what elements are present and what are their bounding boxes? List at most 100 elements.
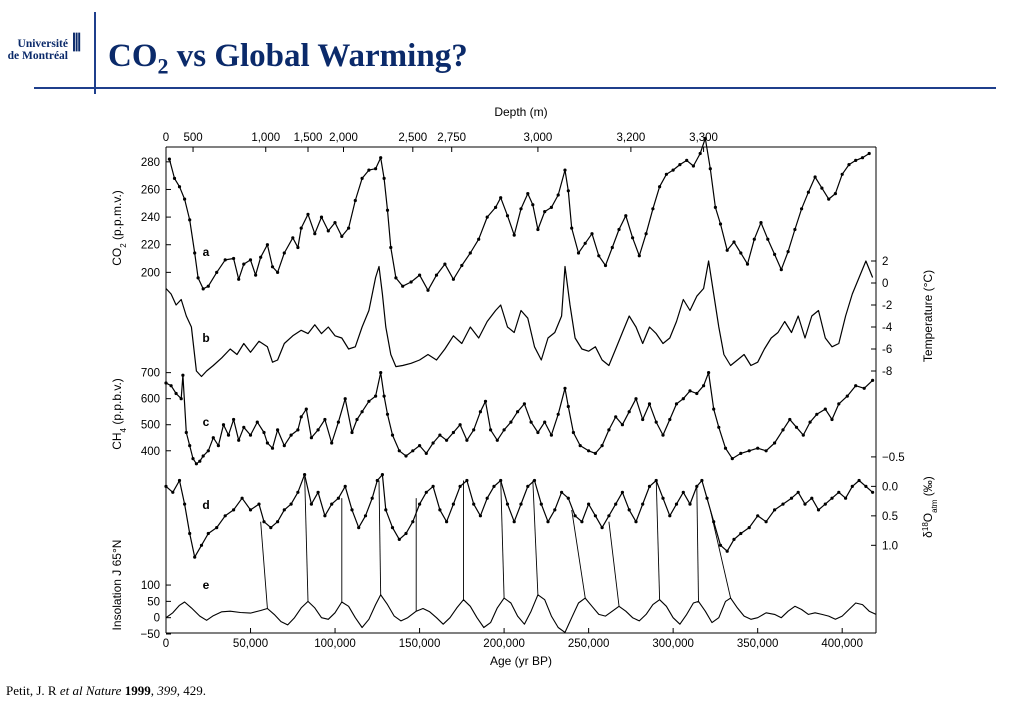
ch4-point-112 [854,384,858,388]
ch4-point-40 [374,394,378,398]
co2-point-55 [519,207,523,211]
ch4-point-15 [226,433,231,437]
d18O-point-35 [397,537,401,542]
co2-point-77 [658,185,662,189]
d18O-point-91 [781,502,785,506]
correlation-link-1 [304,474,309,602]
co2-point-47 [460,263,464,268]
d18O-axis-title-base: δ [921,531,935,538]
ch4-point-38 [360,410,364,414]
co2-point-2 [177,185,182,189]
d18O-point-23 [323,514,327,518]
ch4-point-33 [330,441,334,445]
co2-point-51 [494,205,498,209]
d18O-point-84 [725,549,729,553]
ch4-axis-title-rest: (p.p.b.v.) [110,378,124,428]
ch4-point-75 [593,451,598,455]
ch4-point-21 [262,430,266,435]
d18O-point-66 [607,514,611,518]
ch4-point-93 [712,407,716,411]
temperature-tick-label-3: -4 [882,322,893,334]
depth-tick-label-0: 0 [163,132,169,144]
d18O-point-80 [700,478,704,483]
ch4-point-18 [242,425,246,429]
co2-point-0 [167,157,171,161]
co2-point-4 [188,218,192,222]
ch4-point-22 [265,441,269,445]
ch4-point-70 [563,386,567,390]
ch4-panel-letter: c [203,415,210,429]
citation-authors: Petit, J. R [6,683,60,698]
co2-point-21 [291,236,295,240]
age-tick-label-4: 200,000 [483,638,525,650]
co2-point-14 [248,258,253,262]
age-axis-title: Age (yr BP) [490,654,552,668]
d18O-point-15 [269,526,273,530]
d18O-point-62 [580,520,584,524]
co2-point-49 [477,237,481,241]
ch4-tick-label-1: 500 [141,420,160,432]
ch4-point-82 [641,417,645,422]
citation: Petit, J. R et al Nature 1999, 399, 429. [6,683,206,698]
correlation-link-11 [696,486,699,602]
header-horizontal-rule [34,87,996,89]
ch4-point-66 [536,430,540,435]
d18O-point-45 [465,478,469,483]
d18O-point-85 [732,537,736,542]
co2-point-104 [833,192,838,196]
d18O-point-38 [418,502,422,506]
co2-point-94 [766,237,770,241]
co2-point-102 [820,186,824,190]
ch4-tick-label-2: 600 [141,394,160,406]
co2-point-46 [451,277,455,281]
d18O-point-34 [390,526,395,530]
ch4-point-95 [723,446,728,450]
age-tick-label-7: 350,000 [737,638,779,650]
d18O-point-65 [600,526,604,530]
co2-point-60 [549,205,554,209]
d18O-point-2 [177,478,182,483]
ch4-point-103 [788,417,792,422]
co2-point-85 [708,167,712,171]
co2-point-44 [434,273,439,277]
title-rest: vs Global Warming? [168,38,468,74]
co2-point-100 [806,190,811,194]
co2-point-33 [367,168,371,172]
d18O-point-7 [206,531,210,536]
udem-emblem-icon: ⫼ [72,32,81,54]
co2-point-18 [270,265,275,269]
d18O-point-103 [864,484,868,488]
co2-axis-title-sub: 2 [119,243,128,248]
temperature-series-line [165,260,874,378]
temperature-tick-label-0: 2 [882,256,888,268]
co2-point-57 [531,203,535,207]
ch4-point-44 [390,433,395,437]
ch4-point-73 [578,444,582,448]
d18O-point-89 [764,520,768,524]
ch4-point-32 [323,417,327,422]
co2-point-8 [206,284,210,288]
d18O-point-22 [316,490,320,494]
ch4-point-30 [309,436,313,440]
ch4-point-114 [871,378,875,382]
ch4-point-54 [458,423,462,427]
logo-line-1: Université [17,38,68,50]
co2-point-56 [526,192,530,196]
d18O-point-99 [837,490,841,494]
ch4-point-98 [747,449,751,453]
d18O-point-43 [451,502,455,506]
co2-point-91 [745,262,750,266]
ch4-point-76 [600,444,604,448]
d18O-point-87 [747,526,751,530]
ch4-point-72 [571,430,576,435]
ch4-tick-label-0: 400 [141,446,160,458]
depth-tick-label-9: 3,300 [689,132,718,144]
co2-point-79 [671,168,675,172]
insolation-tick-label-1: 0 [154,613,160,625]
co2-point-78 [664,172,669,176]
d18O-point-31 [375,478,379,483]
ch4-point-108 [823,407,827,411]
ch4-point-14 [221,423,226,427]
ch4-point-20 [255,420,259,424]
ch4-point-99 [756,446,760,450]
